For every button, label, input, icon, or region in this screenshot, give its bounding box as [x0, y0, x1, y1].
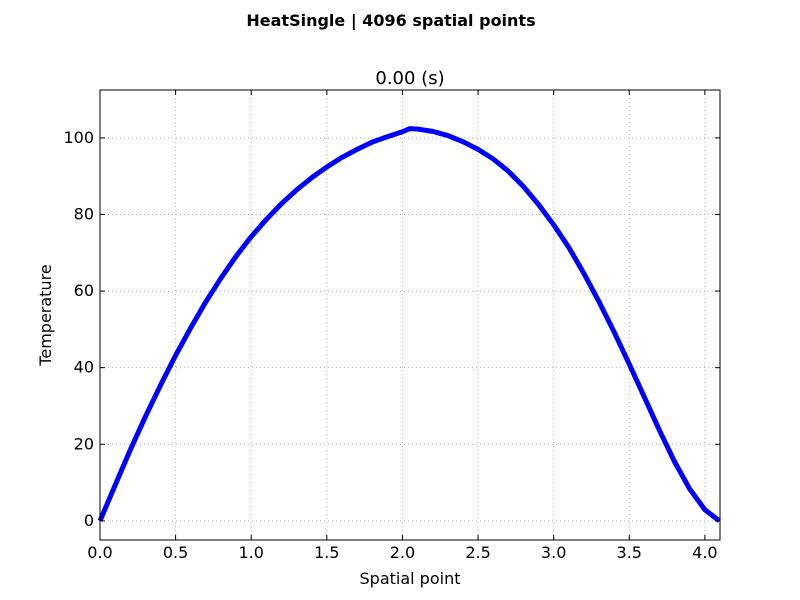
y-tick-label: 80	[74, 204, 94, 223]
x-axis-label: Spatial point	[360, 569, 461, 588]
figure-suptitle: HeatSingle | 4096 spatial points	[246, 11, 535, 31]
y-tick-label: 0	[84, 511, 94, 530]
x-tick-label: 0.5	[163, 543, 188, 562]
y-axis-label: Temperature	[36, 264, 55, 366]
x-tick-label: 3.0	[541, 543, 566, 562]
y-tick-label: 60	[74, 281, 94, 300]
x-tick-label: 1.5	[314, 543, 339, 562]
x-tick-label: 2.0	[390, 543, 415, 562]
x-tick-label: 0.0	[87, 543, 112, 562]
plot-series	[97, 126, 721, 523]
x-tick-label: 4.0	[692, 543, 717, 562]
x-axis-ticks: 0.0 0.5 1.0 1.5 2.0 2.5 3.0 3.5 4.0	[87, 90, 718, 562]
axes-frame	[99, 89, 721, 541]
y-tick-label: 100	[63, 128, 94, 147]
y-axis-ticks: 0 20 40 60 80 100	[63, 128, 720, 530]
y-tick-label: 20	[74, 434, 94, 453]
temperature-line	[97, 126, 721, 523]
x-tick-label: 1.0	[238, 543, 263, 562]
y-tick-label: 40	[74, 358, 94, 377]
x-tick-label: 3.5	[617, 543, 642, 562]
axes-title: 0.00 (s)	[375, 68, 444, 89]
x-tick-label: 2.5	[465, 543, 490, 562]
